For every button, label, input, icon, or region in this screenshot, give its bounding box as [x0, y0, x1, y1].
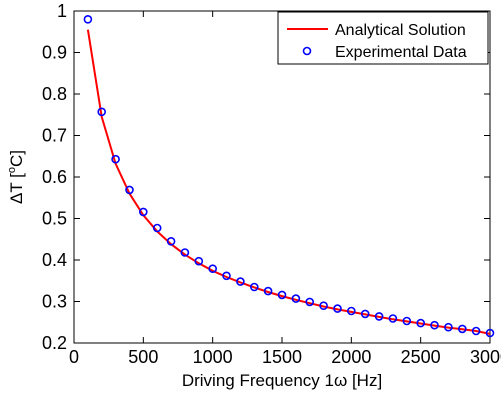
legend-label-analytical: Analytical Solution — [335, 22, 466, 39]
experimental-data-point — [471, 326, 481, 336]
experimental-data-point — [360, 309, 370, 319]
experimental-data-point — [125, 185, 134, 195]
legend-marker-swatch — [302, 46, 312, 56]
experimental-data-point — [263, 286, 273, 296]
x-tick-label: 500 — [128, 347, 158, 367]
experimental-data-point — [97, 107, 106, 117]
experimental-data-point — [166, 237, 176, 246]
legend: Analytical Solution Experimental Data — [277, 11, 489, 65]
y-axis-label-suffix: C] — [7, 150, 26, 167]
series-analytical-line — [86, 29, 491, 335]
y-axis-label-prefix: ΔT [ — [7, 173, 26, 204]
x-tick-label: 1000 — [193, 347, 233, 367]
experimental-data-point — [457, 324, 467, 334]
legend-label-experimental: Experimental Data — [335, 44, 467, 61]
experimental-data-point — [388, 314, 398, 323]
experimental-data-point — [152, 223, 162, 233]
y-tick-label: 0.3 — [42, 292, 67, 312]
experimental-data-point — [180, 248, 190, 257]
y-tick-label: 0.2 — [42, 333, 67, 353]
y-tick-label: 0.4 — [42, 250, 67, 270]
x-tick-label: 1500 — [262, 347, 302, 367]
experimental-data-point — [416, 318, 426, 328]
experimental-data-point — [333, 304, 342, 313]
experimental-data-point — [319, 301, 328, 311]
plot-area — [73, 10, 491, 344]
experimental-data-point — [402, 316, 412, 326]
x-axis-label: Driving Frequency 1ω [Hz] — [182, 371, 382, 390]
experimental-data-point — [374, 312, 384, 321]
experimental-data-point — [430, 320, 439, 330]
experimental-data-point — [291, 294, 301, 303]
x-tick-label: 2000 — [331, 347, 371, 367]
y-axis-label-sup: o — [6, 167, 18, 173]
y-tick-label: 0.6 — [42, 167, 67, 187]
y-tick-label: 0.5 — [42, 209, 67, 229]
experimental-data-point — [111, 154, 120, 164]
experimental-data-point — [139, 207, 148, 217]
experimental-data-point — [277, 290, 287, 300]
experimental-data-point — [208, 264, 217, 274]
experimental-data-point — [305, 297, 315, 307]
y-tick-label: 0.8 — [42, 84, 67, 104]
experimental-data-point — [485, 328, 495, 338]
experimental-data-point — [444, 322, 453, 332]
y-tick-labels: 0.2 0.3 0.4 0.5 0.6 0.7 0.8 0.9 1 — [42, 1, 67, 353]
y-tick-label: 0.9 — [42, 43, 67, 63]
x-tick-label: 2500 — [401, 347, 441, 367]
y-tick-label: 0.7 — [42, 126, 67, 146]
y-axis-label: ΔT [oC] — [6, 150, 26, 204]
experimental-data-point — [346, 306, 356, 316]
experimental-data-point — [194, 256, 204, 266]
series-layer — [83, 14, 495, 338]
experimental-data-point — [250, 282, 259, 292]
experimental-data-point — [236, 277, 245, 286]
legend-box — [277, 11, 489, 65]
experimental-data-point — [222, 271, 231, 281]
y-tick-label: 1 — [57, 1, 67, 21]
x-tick-label: 0 — [69, 347, 79, 367]
experimental-data-point — [83, 14, 93, 24]
